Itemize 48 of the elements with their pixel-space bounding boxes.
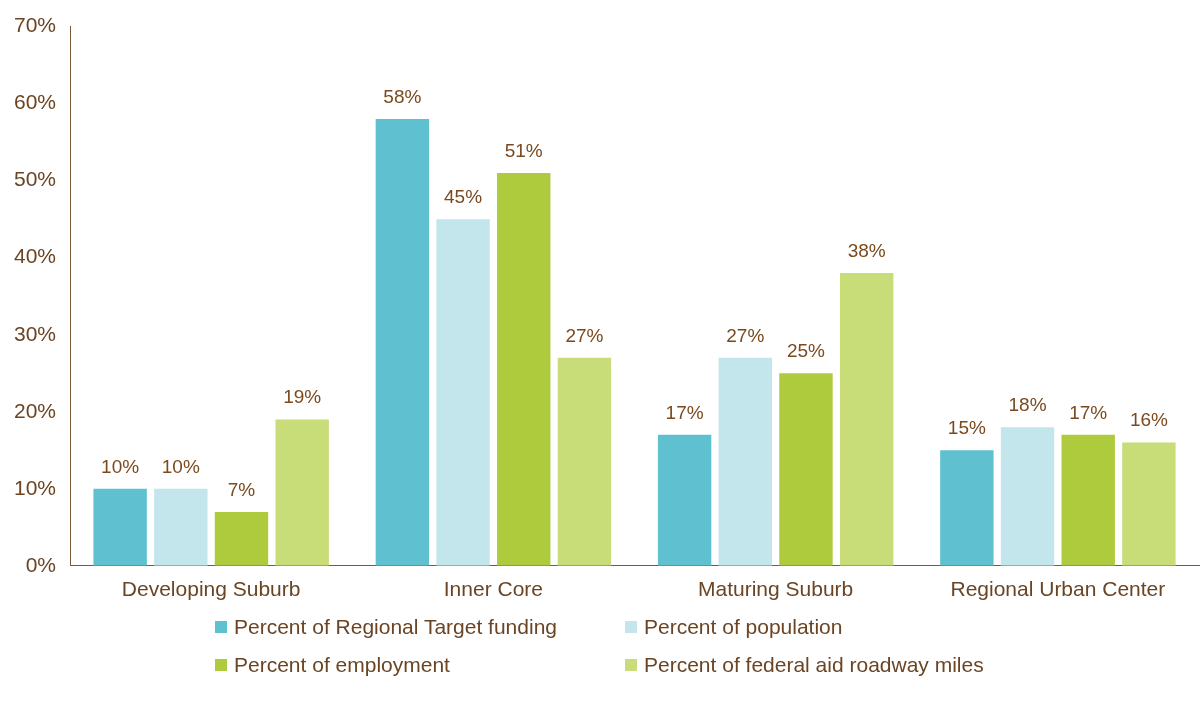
bar — [940, 450, 994, 566]
y-tick-label: 30% — [14, 321, 57, 345]
y-tick-label: 0% — [25, 552, 57, 576]
bar — [436, 219, 490, 566]
data-label: 45% — [444, 185, 483, 207]
data-label: 27% — [726, 324, 765, 346]
data-label: 10% — [161, 455, 200, 477]
x-tick-label: Inner Core — [443, 577, 543, 601]
x-tick-label: Developing Suburb — [121, 577, 301, 601]
bar — [557, 357, 612, 566]
y-tick-label: 60% — [14, 90, 57, 114]
bar — [1122, 442, 1176, 566]
y-tick-label: 20% — [14, 398, 57, 422]
data-label: 38% — [847, 239, 886, 261]
data-label: 17% — [665, 401, 704, 423]
bar — [275, 419, 329, 566]
legend-label: Percent of employment — [234, 653, 450, 677]
data-label: 19% — [283, 386, 322, 408]
data-label: 10% — [101, 455, 140, 477]
y-tick-label: 50% — [14, 167, 57, 191]
data-label: 25% — [786, 339, 826, 361]
data-label: 17% — [1069, 401, 1108, 423]
data-label: 16% — [1129, 409, 1169, 431]
bar — [214, 511, 269, 566]
bar — [497, 172, 551, 566]
bar — [779, 373, 833, 566]
data-label: 27% — [565, 324, 604, 346]
bar — [1000, 427, 1055, 566]
legend-label: Percent of federal aid roadway miles — [644, 653, 984, 677]
x-tick-label: Maturing Suburb — [698, 577, 854, 601]
bar — [93, 488, 147, 566]
data-label: 15% — [947, 416, 986, 438]
bar — [375, 119, 430, 566]
y-tick-label: 70% — [14, 13, 57, 37]
y-tick-label: 40% — [14, 244, 57, 268]
bar — [718, 357, 772, 566]
bar — [657, 434, 712, 566]
x-tick-label: Regional Urban Center — [950, 577, 1166, 601]
legend-label: Percent of Regional Target funding — [234, 615, 557, 639]
bar — [1061, 434, 1115, 566]
data-label: 18% — [1008, 393, 1047, 415]
legend-label: Percent of population — [644, 615, 843, 639]
bar — [154, 488, 208, 566]
bar — [839, 273, 894, 566]
data-label: 7% — [227, 478, 256, 500]
y-tick-label: 10% — [14, 475, 57, 499]
data-label: 58% — [383, 85, 422, 107]
data-label: 51% — [504, 139, 543, 161]
